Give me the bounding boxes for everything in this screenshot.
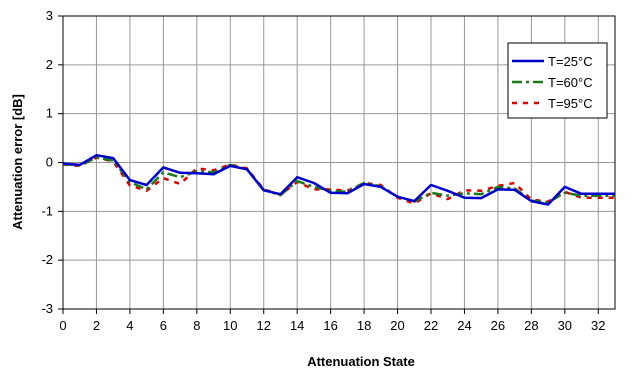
- series-line-t-25-c: [62, 153, 615, 206]
- x-tick-label: 30: [558, 318, 572, 333]
- x-axis-title: Attenuation State: [307, 354, 415, 369]
- x-tick-label: 2: [93, 318, 100, 333]
- legend-box: [507, 42, 608, 119]
- x-tick-label: 28: [524, 318, 538, 333]
- x-tick-label: 18: [357, 318, 371, 333]
- y-tick-label: 0: [46, 155, 53, 170]
- legend-label: T=25°C: [548, 54, 593, 69]
- x-tick-label: 20: [390, 318, 404, 333]
- y-tick-label: 3: [46, 8, 53, 23]
- legend: T=25°C T=60°C T=95°C: [507, 42, 608, 119]
- y-tick-label: -3: [41, 301, 53, 316]
- x-tick-label: 0: [59, 318, 66, 333]
- x-tick-label: 22: [424, 318, 438, 333]
- x-tick-label: 4: [126, 318, 133, 333]
- legend-label: T=95°C: [548, 96, 593, 111]
- x-tick-label: 26: [491, 318, 505, 333]
- x-tick-label: 14: [290, 318, 304, 333]
- x-tick-label: 12: [256, 318, 270, 333]
- y-tick-label: -2: [41, 252, 53, 267]
- axis-ticks: [58, 15, 599, 314]
- x-tick-label: 16: [323, 318, 337, 333]
- grid: [63, 16, 615, 309]
- x-tick-label: 24: [457, 318, 471, 333]
- series-line-t-95-c: [62, 156, 615, 205]
- y-tick-label: 1: [46, 106, 53, 121]
- series-lines: [62, 153, 615, 206]
- legend-label: T=60°C: [548, 75, 593, 90]
- x-tick-label: 6: [160, 318, 167, 333]
- x-tick-label: 8: [193, 318, 200, 333]
- y-tick-label: 2: [46, 57, 53, 72]
- x-tick-label: 32: [591, 318, 605, 333]
- series-line-t-60-c: [62, 156, 615, 204]
- y-tick-label: -1: [41, 203, 53, 218]
- x-tick-label: 10: [223, 318, 237, 333]
- y-axis-title: Attenuation error [dB]: [10, 94, 25, 230]
